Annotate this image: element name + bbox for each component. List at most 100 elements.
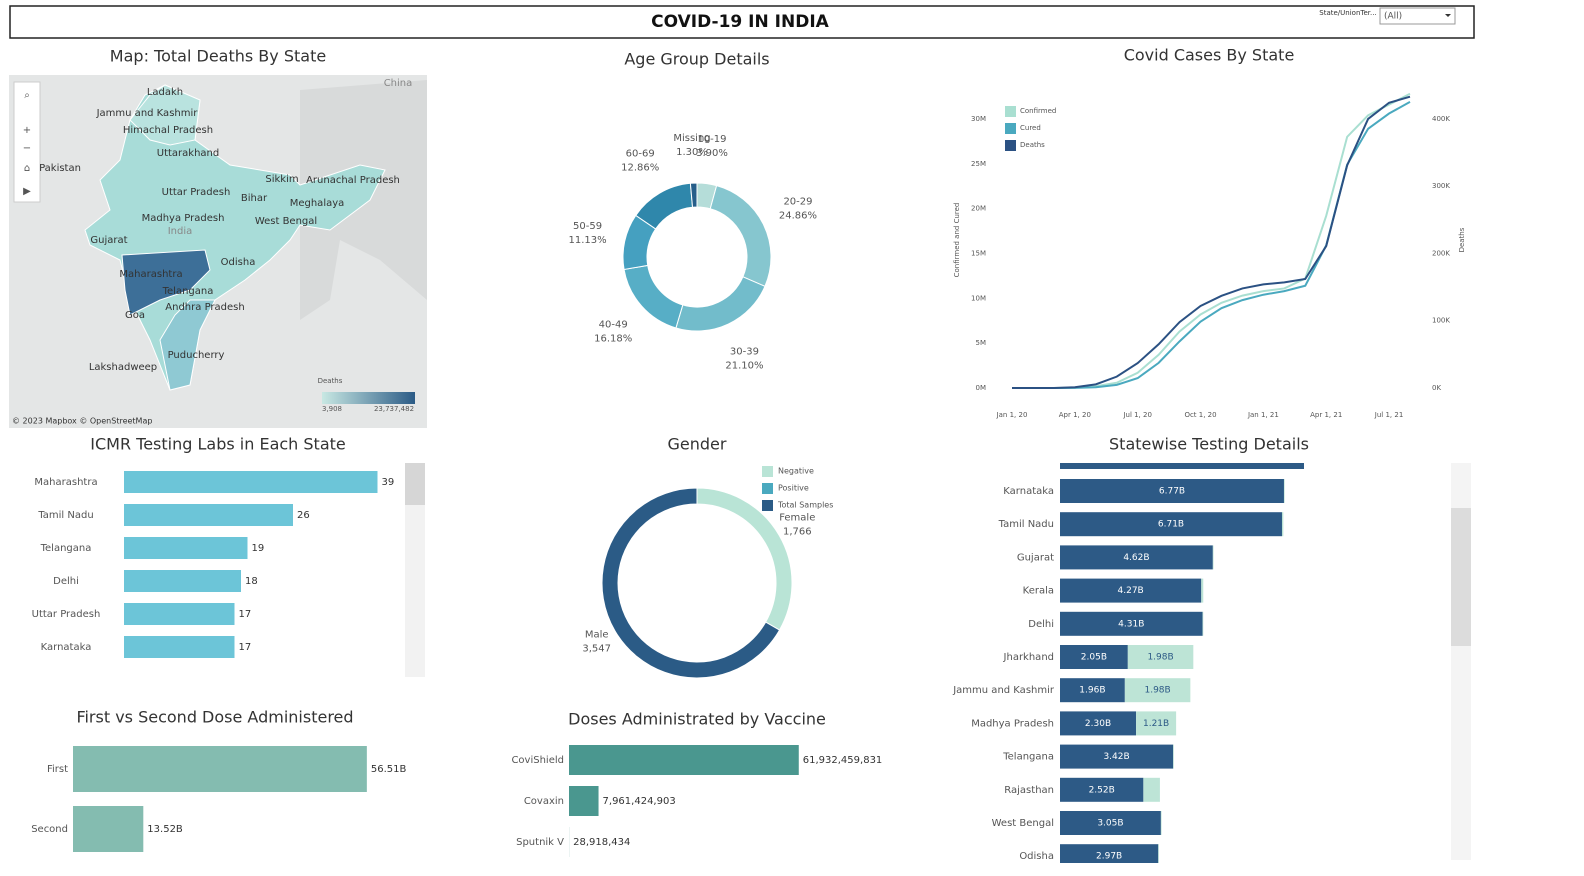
chart-title: First vs Second Dose Administered bbox=[76, 708, 353, 727]
map-label: India bbox=[168, 226, 193, 237]
filter-label: State/UnionTer... bbox=[1319, 9, 1376, 17]
map-label: Gujarat bbox=[90, 235, 127, 246]
series-line bbox=[1012, 100, 1411, 389]
category-label: Jammu and Kashmir bbox=[952, 685, 1055, 696]
category-label: First bbox=[47, 764, 68, 775]
bar-value: 2.30B bbox=[1085, 719, 1111, 729]
map-label: Bihar bbox=[241, 193, 268, 204]
y-tick-label: 5M bbox=[976, 339, 987, 347]
north-region bbox=[129, 84, 201, 146]
bar-segment bbox=[1127, 645, 1194, 669]
category-label: Delhi bbox=[53, 576, 79, 587]
map-label: Ladakh bbox=[147, 87, 183, 98]
filter-dropdown[interactable] bbox=[1379, 7, 1456, 25]
bar bbox=[124, 504, 293, 526]
bar-segment bbox=[1060, 578, 1202, 603]
bar-value: 1.96B bbox=[1079, 686, 1105, 696]
slice-value: 11.13% bbox=[568, 235, 606, 246]
bar-value: 1.98B bbox=[1147, 653, 1173, 663]
bar-value: 2.52B bbox=[1089, 785, 1115, 795]
legend-label: Confirmed bbox=[1020, 107, 1056, 115]
category-label: Covaxin bbox=[524, 796, 564, 807]
slice-label: 30-39 bbox=[730, 346, 759, 357]
bar bbox=[124, 471, 378, 493]
slice-label: 60-69 bbox=[626, 148, 655, 159]
bar-segment bbox=[1212, 545, 1214, 570]
bar bbox=[73, 806, 144, 852]
map-pan[interactable]: ▶ bbox=[23, 186, 31, 197]
scrollbar[interactable] bbox=[405, 463, 425, 677]
scroll-thumb[interactable] bbox=[1451, 508, 1471, 646]
scroll-thumb[interactable] bbox=[405, 463, 425, 505]
slice-value: 3,547 bbox=[582, 643, 611, 654]
map-home[interactable]: ⌂ bbox=[24, 163, 30, 174]
chart-title: Covid Cases By State bbox=[1124, 46, 1295, 65]
series-line bbox=[1012, 92, 1411, 389]
legend-swatch bbox=[1005, 106, 1016, 117]
bar bbox=[124, 537, 248, 559]
category-label: Gujarat bbox=[1017, 552, 1054, 563]
bar bbox=[569, 745, 799, 775]
y2-tick-label: 300K bbox=[1432, 182, 1450, 190]
bar-value: 1.21B bbox=[1143, 719, 1169, 729]
slice-value: 12.86% bbox=[621, 162, 659, 173]
bar-value: 6.77B bbox=[1159, 487, 1185, 497]
bar-segment bbox=[1158, 844, 1159, 863]
y-tick-label: 25M bbox=[971, 160, 986, 168]
slice-label: Male bbox=[585, 629, 609, 640]
pie-slice bbox=[675, 276, 766, 332]
x-tick-label: Jan 1, 20 bbox=[996, 411, 1028, 419]
y-tick-label: 0M bbox=[976, 384, 987, 392]
y-tick-label: 15M bbox=[971, 249, 986, 257]
map-label: Goa bbox=[125, 310, 145, 321]
map-label: Puducherry bbox=[168, 350, 225, 361]
pie-slice bbox=[623, 264, 684, 329]
x-tick-label: Jul 1, 21 bbox=[1374, 411, 1403, 419]
bar-segment bbox=[1060, 611, 1203, 636]
panel: First 56.51B Second 13.52B bbox=[31, 746, 406, 852]
bar-value: 3.05B bbox=[1097, 819, 1123, 829]
south-region bbox=[159, 299, 216, 391]
map-controls[interactable] bbox=[13, 81, 41, 203]
category-label: West Bengal bbox=[992, 818, 1054, 829]
category-label: Uttar Pradesh bbox=[32, 609, 101, 620]
pie-slice bbox=[689, 182, 698, 208]
map-zoom-out[interactable]: − bbox=[23, 143, 31, 154]
legend-label: Deaths bbox=[1020, 141, 1045, 149]
map-label: Maharashtra bbox=[119, 269, 182, 280]
slice-value: 24.86% bbox=[779, 211, 817, 222]
bar bbox=[569, 786, 599, 816]
bar-segment bbox=[1060, 811, 1161, 835]
bar-value: 3.42B bbox=[1103, 752, 1129, 762]
pie-slice bbox=[601, 487, 781, 679]
map-zoom-in[interactable]: + bbox=[23, 125, 31, 136]
bar-segment bbox=[1281, 512, 1284, 537]
category-label: Telangana bbox=[1002, 752, 1054, 763]
bar-value: 61,932,459,831 bbox=[803, 755, 883, 766]
map-label: Meghalaya bbox=[290, 198, 345, 209]
bar-value: 17 bbox=[239, 642, 252, 653]
category-label: Karnataka bbox=[1003, 486, 1054, 497]
map-label: Himachal Pradesh bbox=[123, 125, 213, 136]
header-box bbox=[9, 5, 1475, 39]
bar-value: 13.52B bbox=[147, 824, 183, 835]
legend-label: Positive bbox=[778, 484, 809, 493]
category-label: Tamil Nadu bbox=[998, 519, 1054, 530]
y-tick-label: 20M bbox=[971, 205, 986, 213]
map-label: Lakshadweep bbox=[89, 362, 157, 373]
filter-value: (All) bbox=[1384, 12, 1402, 22]
bar-value: 4.62B bbox=[1123, 553, 1149, 563]
bar-segment bbox=[1060, 545, 1213, 570]
slice-label: 20-29 bbox=[783, 197, 812, 208]
legend-swatch bbox=[762, 500, 773, 511]
bar bbox=[73, 746, 367, 792]
map-label: Sikkim bbox=[265, 174, 298, 185]
panel: Karnataka 6.77B Tamil Nadu 6.71B Gujarat 4.62… bbox=[952, 479, 1285, 863]
x-tick-label: Jan 1, 21 bbox=[1247, 411, 1279, 419]
bar-segment bbox=[1202, 611, 1204, 636]
bar-value: 2.97B bbox=[1096, 852, 1122, 862]
bar-segment bbox=[1060, 678, 1125, 703]
map-search[interactable]: ⌕ bbox=[24, 90, 30, 101]
y2-tick-label: 200K bbox=[1432, 249, 1450, 257]
